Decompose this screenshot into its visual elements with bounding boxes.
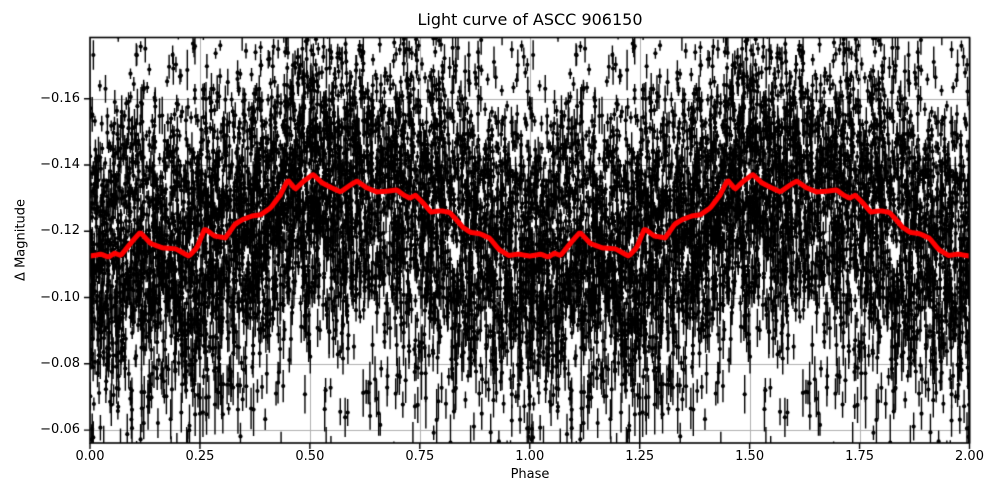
y-axis-label: Δ Magnitude [13,199,29,281]
y-tick-label: −0.08 [40,355,80,371]
x-tick-label: 1.25 [625,449,655,464]
x-axis-label: Phase [510,467,550,482]
x-tick-label: 1.00 [515,449,545,464]
x-tick-label: 0.75 [405,449,435,464]
y-tick-label: −0.10 [40,289,80,305]
x-tick-label: 0.25 [185,449,215,464]
x-tick-label: 2.00 [955,449,984,464]
y-tick-label: −0.12 [40,223,80,239]
x-tick-label: 0.00 [75,449,105,464]
chart-title: Light curve of ASCC 906150 [417,10,643,29]
x-tick-label: 1.75 [845,449,875,464]
y-tick-label: −0.06 [40,422,80,438]
x-tick-label: 1.50 [735,449,765,464]
y-tick-label: −0.16 [40,90,80,106]
x-tick-label: 0.50 [295,449,325,464]
y-tick-label: −0.14 [40,157,80,173]
